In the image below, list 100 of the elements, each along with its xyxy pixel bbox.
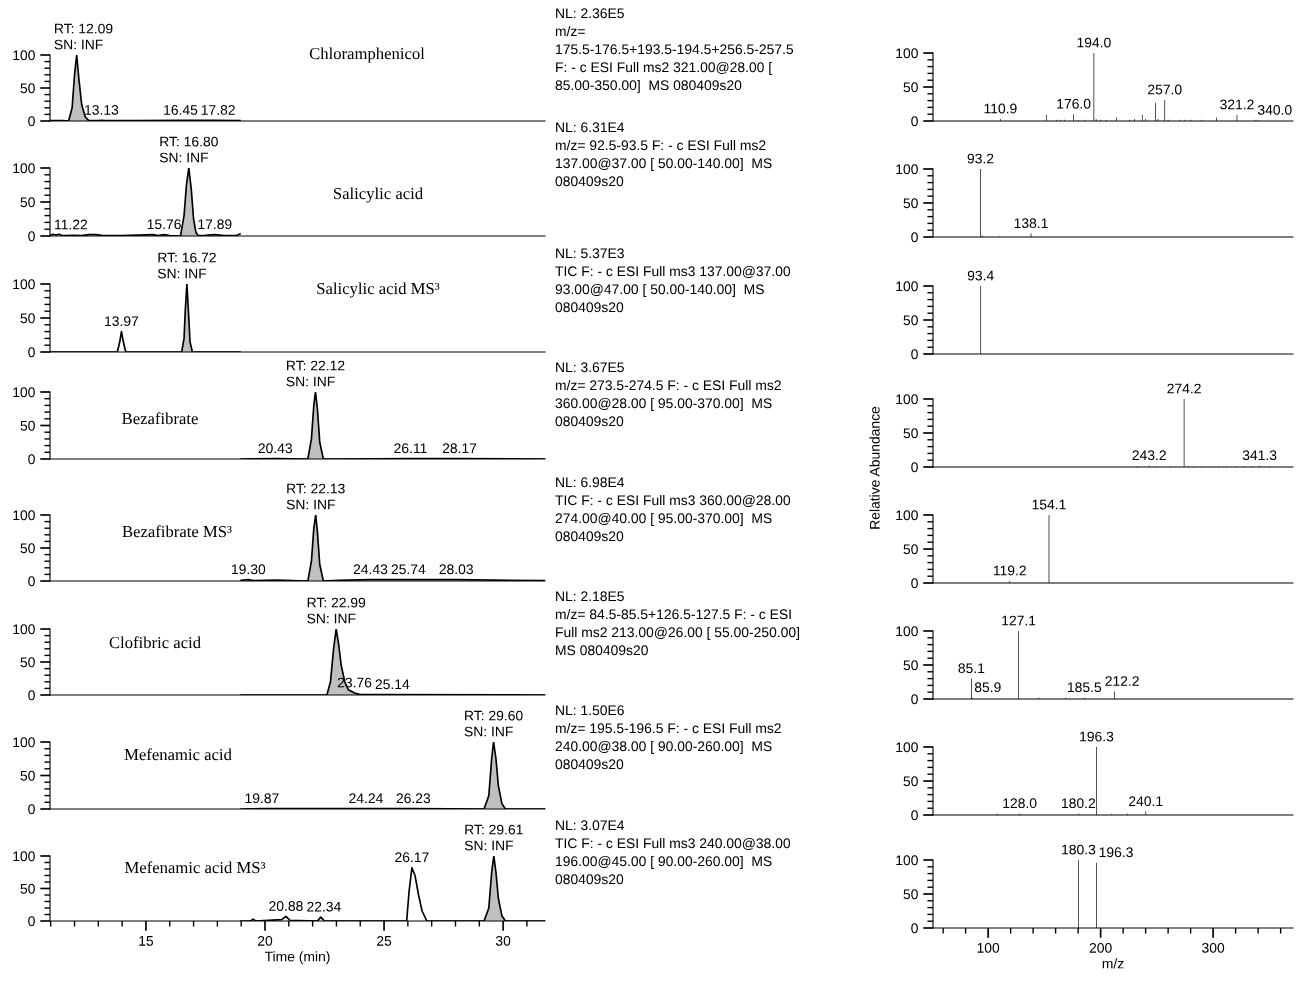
- annotation: 85.9: [974, 682, 1001, 693]
- annotation: 19.87: [245, 793, 279, 804]
- y-tick-label: 100: [896, 164, 918, 175]
- text: NL: 6.98E4 TIC F: - c ESI Full ms3 360.00@28.00 274.00@40.00 [ 95.00-370.00] MS 080409s20: [555, 477, 791, 542]
- y-tick-label: 0: [911, 694, 918, 705]
- x-tick-label: 20: [257, 935, 273, 946]
- annotation: 28.03: [439, 564, 473, 575]
- y-tick-label: 100: [13, 510, 35, 521]
- y-tick-label: 50: [20, 770, 35, 781]
- y-tick-label: 50: [903, 660, 918, 671]
- y-tick-label: 0: [911, 578, 918, 589]
- annotation: RT: 22.12 SN: INF: [286, 360, 345, 387]
- annotation: 341.3: [1242, 450, 1277, 461]
- y-tick-label: 50: [903, 889, 918, 900]
- x-axis-title: m/z: [1102, 958, 1124, 969]
- annotation: 196.3: [1099, 847, 1133, 858]
- y-tick-label: 0: [28, 231, 35, 242]
- annotation: 180.2: [1062, 798, 1096, 809]
- y-tick-label: 100: [896, 281, 918, 292]
- annotation: 180.3: [1062, 844, 1096, 855]
- annotation: 85.1: [958, 663, 985, 674]
- y-tick-label: 50: [903, 82, 918, 93]
- y-tick-label: 50: [20, 543, 35, 554]
- annotation: 128.0: [1003, 798, 1037, 809]
- annotation: 19.30: [232, 564, 266, 575]
- annotation: 185.5: [1068, 682, 1102, 693]
- y-tick-label: 0: [28, 347, 35, 358]
- annotation: 24.24: [349, 793, 383, 804]
- text: NL: 5.37E3 TIC F: - c ESI Full ms3 137.00@37.00 93.00@47.00 [ 50.00-140.00] MS 080409s20: [555, 248, 791, 313]
- annotation: 24.43: [353, 564, 388, 575]
- text: NL: 1.50E6 m/z= 195.5-196.5 F: - c ESI Full ms2 240.00@38.00 [ 90.00-260.00] MS 080409s20: [555, 705, 781, 770]
- annotation: Mefenamic acid MS³: [124, 861, 266, 874]
- y-tick-label: 0: [911, 349, 918, 360]
- y-tick-label: 50: [20, 197, 35, 208]
- annotation: Mefenamic acid: [124, 748, 232, 761]
- annotation: 340.0: [1257, 104, 1292, 115]
- y-tick-label: 50: [20, 657, 35, 668]
- annotation: 93.4: [967, 270, 994, 281]
- text: NL: 3.07E4 TIC F: - c ESI Full ms3 240.00@38.00 196.00@45.00 [ 90.00-260.00] MS 080409s20: [555, 820, 791, 885]
- y-tick-label: 0: [911, 116, 918, 127]
- annotation: 138.1: [1014, 218, 1048, 229]
- y-tick-label: 100: [13, 851, 35, 862]
- x-tick-label: 300: [1202, 942, 1225, 953]
- y-tick-label: 0: [28, 916, 35, 927]
- y-tick-label: 0: [911, 810, 918, 821]
- annotation: 154.1: [1032, 499, 1066, 510]
- y-tick-label: 50: [20, 83, 35, 94]
- annotation: 20.43: [258, 443, 293, 454]
- annotation: RT: 22.99 SN: INF: [307, 597, 366, 624]
- y-tick-label: 50: [903, 544, 918, 555]
- annotation: 28.17: [442, 443, 477, 454]
- y-tick-label: 0: [911, 232, 918, 243]
- y-tick-label: 50: [20, 883, 35, 894]
- x-axis-title: Time (min): [264, 951, 330, 965]
- annotation: 212.2: [1105, 676, 1139, 686]
- annotation: 243.2: [1132, 450, 1166, 461]
- annotation: RT: 29.61 SN: INF: [464, 824, 523, 851]
- annotation: Salicylic acid MS³: [317, 282, 440, 298]
- annotation: RT: 29.60 SN: INF: [464, 710, 523, 737]
- y-tick-label: 0: [911, 462, 918, 473]
- annotation: 13.13: [85, 104, 119, 115]
- text: NL: 6.31E4 m/z= 92.5-93.5 F: - c ESI Full ms2 137.00@37.00 [ 50.00-140.00] MS 080409s20: [555, 122, 772, 187]
- annotation: 127.1: [1002, 615, 1036, 626]
- annotation: 20.88: [269, 901, 303, 911]
- annotation: 119.2: [993, 565, 1026, 576]
- annotation: RT: 12.09 SN: INF: [54, 23, 113, 50]
- annotation: 15.76: [147, 219, 181, 230]
- annotation: Clofibric acid: [109, 636, 201, 649]
- annotation: 17.82: [201, 104, 235, 115]
- annotation: 17.89: [198, 219, 232, 230]
- annotation: Bezafibrate: [122, 412, 198, 425]
- annotation: 25.74: [391, 564, 426, 575]
- y-tick-label: 100: [896, 855, 918, 866]
- y-tick-label: 100: [13, 50, 35, 61]
- y-tick-label: 0: [28, 804, 35, 815]
- annotation: 22.34: [307, 901, 341, 912]
- y-tick-label: 50: [20, 313, 35, 324]
- annotation: 16.45: [164, 104, 198, 115]
- annotation: RT: 22.13 SN: INF: [286, 483, 345, 510]
- annotation: 196.3: [1080, 731, 1114, 742]
- annotation: 11.22: [55, 219, 88, 230]
- y-tick-label: 100: [13, 624, 35, 635]
- text: NL: 3.67E5 m/z= 273.5-274.5 F: - c ESI Full ms2 360.00@28.00 [ 95.00-370.00] MS 080409s20: [555, 362, 781, 427]
- y-tick-label: 0: [28, 116, 35, 127]
- y-tick-label: 50: [903, 198, 918, 209]
- annotation: 25.14: [375, 679, 410, 690]
- annotation: 26.11: [394, 443, 427, 454]
- y-tick-label: 100: [896, 510, 918, 521]
- annotation: 194.0: [1077, 37, 1111, 48]
- annotation: 13.97: [105, 316, 139, 327]
- y-tick-label: 0: [28, 576, 35, 587]
- y-tick-label: 100: [13, 163, 35, 174]
- annotation: 257.0: [1148, 84, 1182, 95]
- annotation: 274.2: [1167, 383, 1201, 394]
- y-tick-label: 100: [13, 279, 35, 290]
- y-tick-label: 50: [903, 315, 918, 326]
- annotation: 321.2: [1220, 99, 1254, 110]
- y-tick-label: 50: [903, 776, 918, 787]
- y-tick-label: 50: [903, 428, 918, 439]
- annotation: 110.9: [984, 103, 1017, 114]
